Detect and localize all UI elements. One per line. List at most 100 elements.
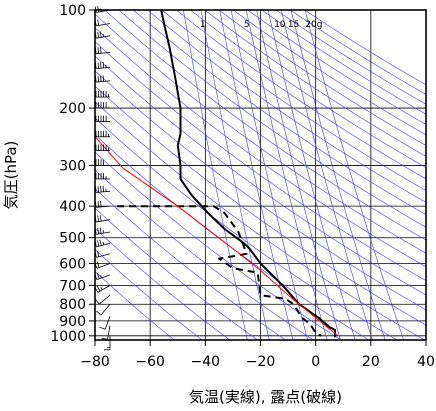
wind-barb-shaft (107, 325, 111, 340)
y-tick-label: 100 (59, 3, 86, 19)
temperature-line (160, 10, 336, 338)
dry-adiabat (95, 207, 258, 340)
wind-barb-flag (97, 47, 99, 54)
wind-barb (95, 75, 111, 83)
series-layer (95, 10, 339, 338)
wind-barb-flag (102, 61, 104, 68)
wind-barb-flag (100, 200, 102, 207)
wind-barb (95, 91, 110, 98)
mixing-ratio-line (290, 10, 386, 340)
dry-adiabat (290, 10, 426, 95)
wind-barb (94, 215, 111, 223)
x-tick-label: −80 (80, 354, 110, 370)
wind-barb (94, 239, 111, 248)
mixing-ratio-line (267, 10, 356, 340)
mixing-ratio-line (219, 10, 294, 340)
wind-barb (94, 261, 111, 269)
mixing-ratio-line (304, 10, 404, 340)
dewpoint-line (117, 205, 322, 337)
wind-barb (95, 172, 110, 180)
wind-barb-flag (99, 239, 102, 246)
mixing-ratio-line (246, 10, 328, 340)
wind-barb-shaft (104, 315, 111, 330)
wind-barb-shaft (96, 253, 111, 258)
mixing-ratio-line (256, 10, 341, 340)
wind-barb-flag (96, 310, 102, 316)
wind-barb-shaft (96, 263, 111, 269)
dry-adiabat (95, 85, 426, 326)
x-tick-label: −20 (246, 354, 276, 370)
dry-adiabat (218, 10, 426, 146)
wind-barb (95, 61, 111, 69)
dry-adiabat (95, 117, 397, 340)
mixing-ratio-label: 20g (305, 20, 322, 30)
y-tick-label: 900 (59, 314, 86, 330)
wind-barb-shaft (97, 285, 111, 293)
wind-barb (99, 315, 111, 330)
mixing-ratio-line (230, 10, 308, 340)
isotherms-layer (183, 10, 404, 340)
axes-layer (89, 9, 427, 346)
wind-barb (95, 130, 110, 138)
x-tick-label: 20 (362, 354, 380, 370)
mixing-ratio-line (183, 10, 248, 340)
wind-barb-flag (99, 215, 102, 222)
wind-barb-flag (99, 227, 102, 234)
dry-adiabat (95, 27, 426, 268)
mixing-ratio-label: 1 (200, 20, 206, 30)
wind-barb-flag (97, 6, 100, 13)
wind-barb-flag (99, 31, 102, 38)
dry-adiabat (133, 10, 426, 215)
y-axis-title: 気圧(hPa) (2, 141, 20, 210)
x-tick-label: −60 (135, 354, 165, 370)
wind-barb (94, 227, 111, 235)
x-tick-label: −40 (191, 354, 221, 370)
wind-barb-flag (101, 337, 108, 340)
dry-adiabat (233, 10, 426, 136)
dry-adiabat (95, 151, 342, 340)
mixing-ratio-line (200, 10, 270, 340)
wind-barb-flag (97, 201, 99, 208)
wind-barb (95, 102, 110, 109)
wind-barb (95, 47, 111, 55)
wind-barb (94, 19, 111, 27)
wind-barb-flag (97, 62, 99, 69)
wind-barb (104, 335, 111, 351)
wind-barb-flag (100, 62, 102, 69)
parcel-line (95, 136, 339, 337)
wind-barb-flag (97, 31, 100, 38)
dry-adiabats-layer (95, 10, 426, 340)
wind-barb (95, 159, 110, 166)
dry-adiabat (95, 188, 286, 340)
wind-barb-flag (96, 250, 100, 257)
wind-barb-flag (99, 326, 106, 330)
wind-barb-flag (102, 75, 104, 82)
wind-barb-half (102, 230, 105, 234)
dry-adiabat (118, 10, 426, 228)
wind-barb-flag (97, 75, 99, 82)
y-tick-label: 600 (59, 257, 86, 273)
wind-barb-half (102, 33, 105, 37)
wind-barb-flag (100, 186, 102, 193)
wind-barb-flag (96, 273, 100, 279)
dry-adiabat (95, 169, 314, 340)
wind-barb-flag (97, 215, 100, 222)
x-tick-label: 40 (417, 354, 435, 370)
wind-barb (95, 144, 110, 151)
mixing-ratio-label: 15 (288, 20, 299, 30)
wind-barb-flag (96, 240, 100, 247)
dry-adiabat (304, 10, 426, 86)
y-tick-label: 800 (59, 297, 86, 313)
y-tick-label: 500 (59, 231, 86, 247)
y-tick-label: 300 (59, 158, 86, 174)
y-tick-label: 700 (59, 278, 86, 294)
wind-barb (101, 325, 111, 340)
dry-adiabat (95, 249, 203, 340)
wind-barb (95, 294, 111, 305)
dry-adiabat (95, 55, 426, 296)
wind-barb (94, 285, 111, 293)
x-axis-title: 気温(実線), 露点(破線) (189, 388, 342, 406)
wind-barb-flag (96, 261, 100, 268)
